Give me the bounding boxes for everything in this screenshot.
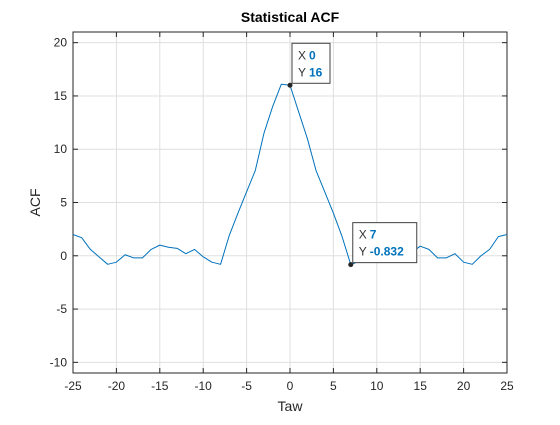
x-tick-label: -20 [108, 379, 126, 393]
datatip-x-key: X [359, 228, 367, 242]
x-tick-label: -10 [195, 379, 213, 393]
y-tick-label: -5 [56, 302, 67, 316]
x-tick-label: 0 [287, 379, 294, 393]
x-tick-label: 20 [457, 379, 471, 393]
axis-ticks: -25 -20 -15 -10 -5 0 5 10 15 20 25 -10 -5 0 5 10 15 20 [50, 32, 514, 393]
datatip-marker [288, 83, 293, 88]
x-tick-label: 5 [330, 379, 337, 393]
y-tick-label: 20 [54, 36, 68, 50]
datatip-x-value: 7 [370, 228, 377, 242]
datatip[interactable]: X 7Y -0.832 [348, 223, 417, 268]
x-axis-label: Taw [278, 398, 304, 414]
datatip-y-key: Y [298, 65, 306, 79]
x-tick-label: 10 [370, 379, 384, 393]
y-axis-label: ACF [27, 189, 43, 217]
datatip-y-value: -0.832 [370, 245, 404, 259]
y-tick-label: -10 [50, 355, 68, 369]
y-tick-label: 5 [60, 196, 67, 210]
chart-title: Statistical ACF [241, 9, 340, 25]
y-tick-label: 10 [54, 142, 68, 156]
x-tick-label: 25 [500, 379, 514, 393]
x-tick-label: 15 [414, 379, 428, 393]
x-tick-label: -25 [64, 379, 82, 393]
datatip-x-key: X [298, 48, 306, 62]
datatip-marker [348, 262, 353, 267]
y-tick-label: 15 [54, 89, 68, 103]
datatip[interactable]: X 0Y 16 [288, 43, 331, 88]
datatip-y-key: Y [359, 245, 367, 259]
x-tick-label: -15 [151, 379, 169, 393]
x-tick-label: -5 [241, 379, 252, 393]
y-tick-label: 0 [60, 249, 67, 263]
datatip-x-value: 0 [309, 48, 316, 62]
datatip-y-value: 16 [309, 65, 323, 79]
datatips: X 0Y 16X 7Y -0.832 [288, 43, 417, 267]
